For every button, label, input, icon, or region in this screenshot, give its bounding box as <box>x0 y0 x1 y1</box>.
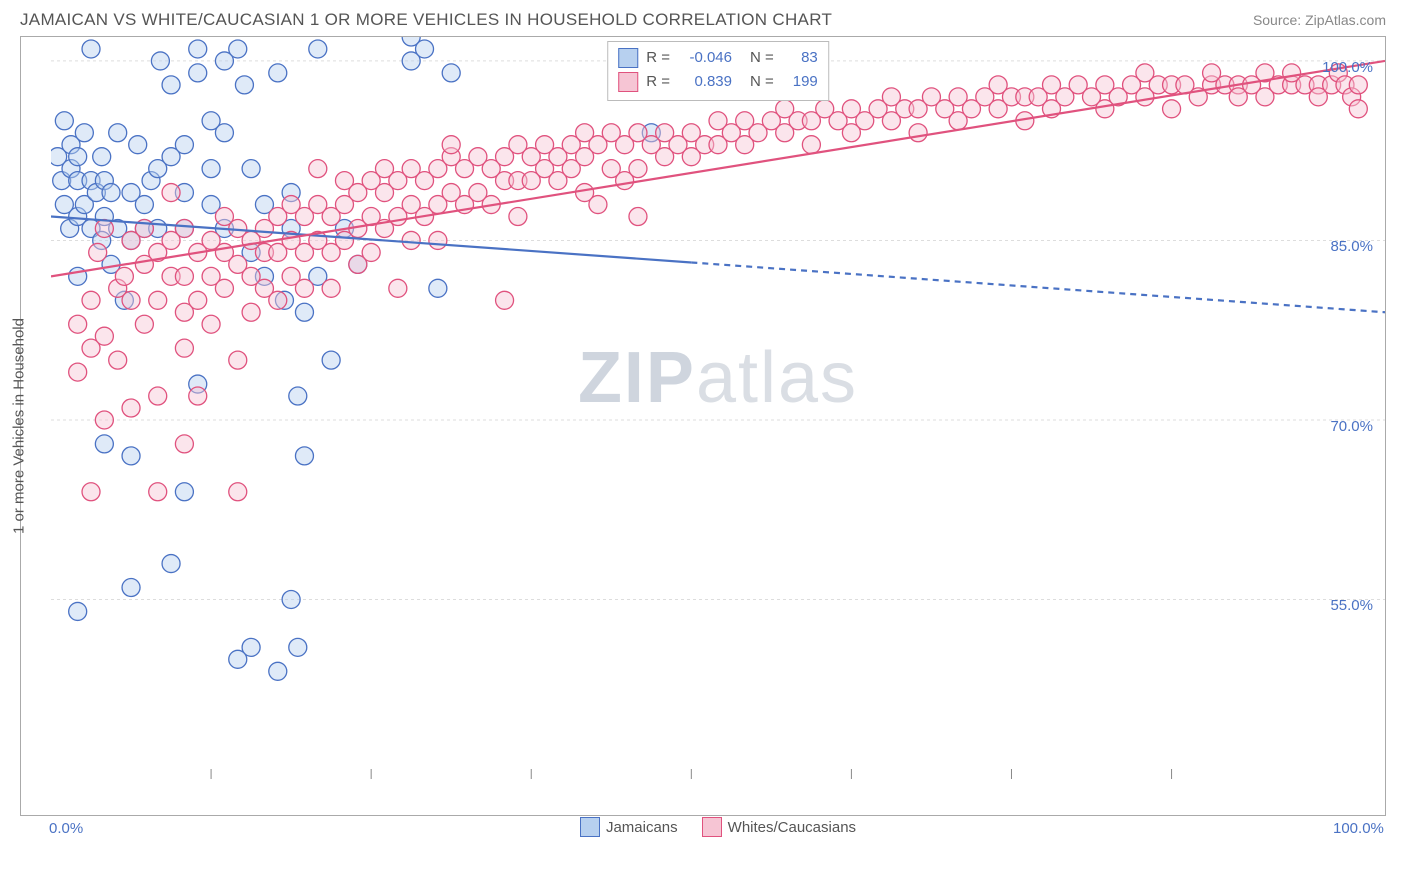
chart-header: JAMAICAN VS WHITE/CAUCASIAN 1 OR MORE VE… <box>0 0 1406 36</box>
r-label: R = <box>646 46 670 70</box>
n-value: 83 <box>782 46 818 70</box>
r-label: R = <box>646 70 670 94</box>
y-tick-label: 70.0% <box>1330 418 1373 435</box>
chart-title: JAMAICAN VS WHITE/CAUCASIAN 1 OR MORE VE… <box>20 10 832 30</box>
chart-container: 1 or more Vehicles in Household ZIPatlas… <box>20 36 1386 816</box>
legend-swatch <box>580 817 600 837</box>
n-label: N = <box>750 46 774 70</box>
r-value: 0.839 <box>678 70 732 94</box>
x-tick-label: 100.0% <box>1333 820 1384 837</box>
y-tick-label: 85.0% <box>1330 238 1373 255</box>
legend-swatch <box>618 72 638 92</box>
x-tick-label: 0.0% <box>49 820 83 837</box>
plot-area: ZIPatlas R = -0.046 N = 83 R = 0.839 N =… <box>51 37 1385 779</box>
scatter-chart <box>51 37 1385 779</box>
legend-stat-row: R = 0.839 N = 199 <box>618 70 818 94</box>
legend-label: Jamaicans <box>606 819 678 836</box>
series-legend: Jamaicans Whites/Caucasians <box>51 817 1385 837</box>
y-axis-label: 1 or more Vehicles in Household <box>11 318 28 534</box>
legend-item: Whites/Caucasians <box>702 817 856 837</box>
source-label: Source: ZipAtlas.com <box>1253 12 1386 28</box>
legend-swatch <box>702 817 722 837</box>
n-label: N = <box>750 70 774 94</box>
correlation-legend: R = -0.046 N = 83 R = 0.839 N = 199 <box>607 41 829 101</box>
y-tick-label: 55.0% <box>1330 597 1373 614</box>
legend-swatch <box>618 48 638 68</box>
legend-item: Jamaicans <box>580 817 678 837</box>
n-value: 199 <box>782 70 818 94</box>
r-value: -0.046 <box>678 46 732 70</box>
legend-stat-row: R = -0.046 N = 83 <box>618 46 818 70</box>
y-tick-label: 100.0% <box>1322 59 1373 76</box>
legend-label: Whites/Caucasians <box>728 819 856 836</box>
